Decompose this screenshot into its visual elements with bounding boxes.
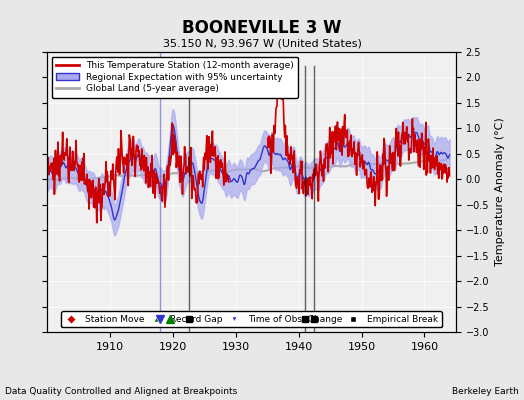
- Regional Expectation with 95% uncertainty: [414, 132, 421, 137]
- This Temperature Station (12-month average): [151, 168, 157, 173]
- Global Land (5-year average): [214, 168, 220, 173]
- This Temperature Station (12-month average): [446, 173, 453, 178]
- Text: Data Quality Controlled and Aligned at Breakpoints: Data Quality Controlled and Aligned at B…: [5, 387, 237, 396]
- Global Land (5-year average): [44, 178, 50, 182]
- This Temperature Station (12-month average): [419, 131, 425, 136]
- Line: Global Land (5-year average): Global Land (5-year average): [47, 158, 450, 180]
- This Temperature Station (12-month average): [422, 145, 429, 150]
- Global Land (5-year average): [418, 159, 424, 164]
- Line: Regional Expectation with 95% uncertainty: Regional Expectation with 95% uncertaint…: [47, 125, 450, 220]
- This Temperature Station (12-month average): [141, 162, 148, 167]
- Regional Expectation with 95% uncertainty: [112, 218, 118, 222]
- Regional Expectation with 95% uncertainty: [151, 167, 158, 172]
- Legend: Station Move, Record Gap, Time of Obs. Change, Empirical Break: Station Move, Record Gap, Time of Obs. C…: [61, 311, 442, 328]
- Text: Berkeley Earth: Berkeley Earth: [452, 387, 519, 396]
- Global Land (5-year average): [151, 174, 157, 179]
- Y-axis label: Temperature Anomaly (°C): Temperature Anomaly (°C): [495, 118, 505, 266]
- Regional Expectation with 95% uncertainty: [44, 173, 50, 178]
- Regional Expectation with 95% uncertainty: [215, 164, 221, 168]
- Text: 35.150 N, 93.967 W (United States): 35.150 N, 93.967 W (United States): [162, 39, 362, 49]
- Text: BOONEVILLE 3 W: BOONEVILLE 3 W: [182, 19, 342, 37]
- Regional Expectation with 95% uncertainty: [423, 141, 429, 146]
- Global Land (5-year average): [141, 173, 148, 178]
- Global Land (5-year average): [422, 159, 428, 164]
- This Temperature Station (12-month average): [214, 169, 220, 174]
- Regional Expectation with 95% uncertainty: [170, 122, 176, 127]
- This Temperature Station (12-month average): [414, 144, 420, 149]
- Regional Expectation with 95% uncertainty: [446, 152, 453, 157]
- Regional Expectation with 95% uncertainty: [142, 166, 148, 170]
- Line: This Temperature Station (12-month average): This Temperature Station (12-month avera…: [47, 68, 450, 223]
- Global Land (5-year average): [446, 156, 453, 161]
- This Temperature Station (12-month average): [44, 153, 50, 158]
- Global Land (5-year average): [413, 160, 420, 164]
- Regional Expectation with 95% uncertainty: [419, 137, 425, 142]
